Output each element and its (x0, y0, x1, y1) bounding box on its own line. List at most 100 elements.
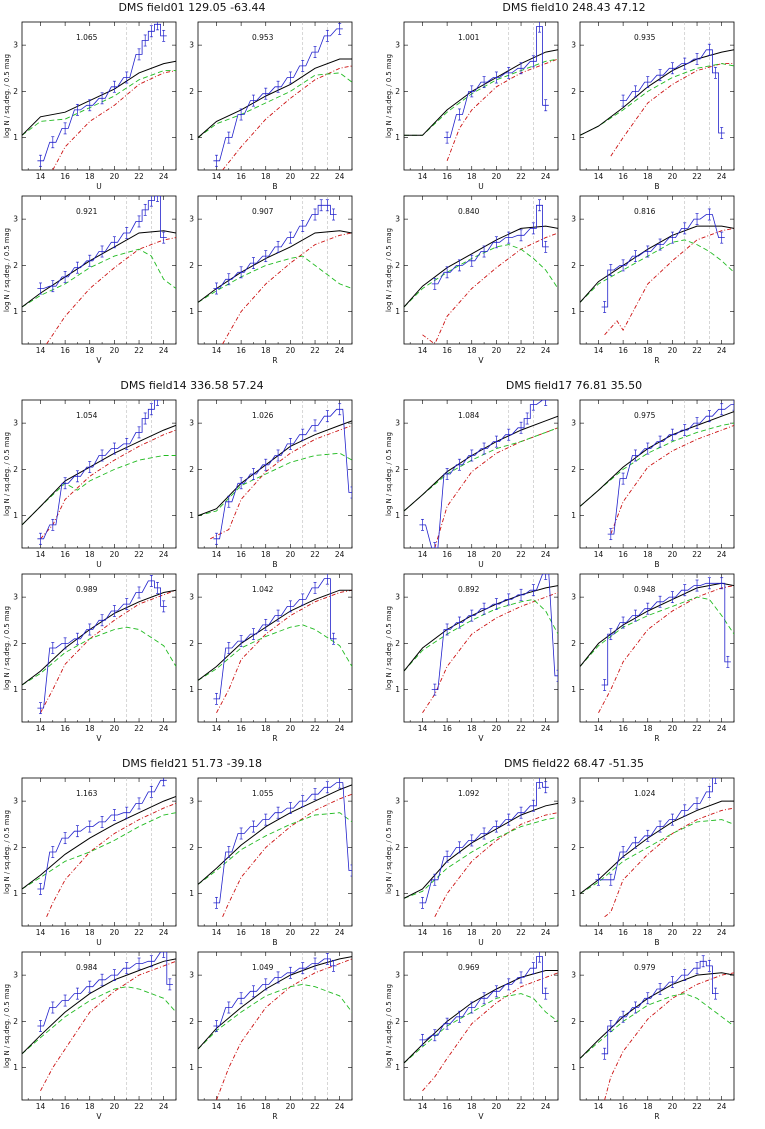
y-tick-label: 2 (571, 87, 576, 96)
x-tick-label: 16 (236, 346, 246, 355)
x-tick-label: 22 (692, 550, 702, 559)
observed-counts-line (601, 960, 719, 1055)
x-tick-label: 16 (618, 346, 628, 355)
x-tick-label: 14 (212, 724, 222, 733)
x-tick-label: 14 (594, 1102, 604, 1111)
x-tick-label: 22 (692, 928, 702, 937)
y-axis-label: log N / sq.deg. / 0.5 mag (385, 432, 393, 516)
plot-frame (21, 399, 177, 549)
x-tick-label: 16 (236, 172, 246, 181)
scale-ratio-label: 1.163 (76, 789, 98, 798)
scale-ratio-label: 0.935 (634, 33, 656, 42)
plot-frame (197, 399, 353, 549)
y-tick-label: 3 (189, 971, 194, 980)
x-tick-label: 16 (618, 724, 628, 733)
observed-counts-line (213, 204, 337, 289)
model-green-line (404, 816, 558, 899)
panel-b: 14 16 18 20 22 24 1 2 3 B 0.935 (571, 21, 735, 191)
y-tick-label: 3 (395, 593, 400, 602)
y-tick-label: 1 (189, 889, 194, 898)
y-tick-label: 3 (13, 215, 18, 224)
y-tick-label: 2 (189, 87, 194, 96)
x-tick-label: 18 (643, 172, 653, 181)
model-red-line (40, 589, 176, 714)
model-green-line (198, 812, 352, 885)
y-tick-label: 2 (571, 261, 576, 270)
model-green-line (22, 248, 176, 308)
plot-frame (21, 195, 177, 345)
model-red-line (222, 65, 352, 170)
panel-r: 14 16 18 20 22 24 1 2 3 R 0.948 (571, 573, 735, 743)
x-axis-label: V (96, 1112, 102, 1121)
plot-area (198, 953, 352, 1100)
x-tick-label: 20 (110, 1102, 120, 1111)
x-tick-label: 18 (85, 1102, 95, 1111)
x-axis-label: U (478, 182, 484, 191)
x-tick-label: 20 (110, 928, 120, 937)
x-axis-label: R (272, 1112, 277, 1121)
x-axis-label: B (654, 938, 659, 947)
y-tick-label: 3 (395, 797, 400, 806)
x-tick-label: 22 (516, 550, 526, 559)
x-tick-label: 14 (594, 172, 604, 181)
scale-ratio-label: 0.969 (458, 963, 480, 972)
plot-frame (403, 399, 559, 549)
plot-frame (579, 399, 735, 549)
x-tick-label: 20 (492, 928, 502, 937)
panel-b: 14 16 18 20 22 24 1 2 3 B 0.953 (189, 21, 353, 191)
y-tick-label: 3 (189, 419, 194, 428)
x-axis-label: V (96, 356, 102, 365)
x-tick-label: 18 (643, 928, 653, 937)
model-red-line (216, 589, 352, 714)
x-tick-label: 14 (36, 724, 46, 733)
x-tick-label: 14 (594, 346, 604, 355)
y-tick-label: 1 (571, 685, 576, 694)
plot-area (198, 778, 352, 917)
plot-area (580, 208, 734, 336)
x-tick-label: 22 (134, 1102, 144, 1111)
x-axis-label: U (96, 182, 102, 191)
y-tick-label: 1 (571, 511, 576, 520)
model-green-line (198, 72, 352, 138)
plot-area (404, 22, 558, 161)
x-tick-label: 22 (134, 346, 144, 355)
plot-frame (403, 573, 559, 723)
plot-area (580, 577, 734, 714)
x-tick-label: 14 (594, 550, 604, 559)
y-tick-label: 2 (395, 639, 400, 648)
y-tick-label: 1 (189, 685, 194, 694)
x-tick-label: 22 (692, 172, 702, 181)
x-tick-label: 24 (541, 724, 551, 733)
x-tick-label: 22 (692, 724, 702, 733)
x-tick-label: 24 (335, 550, 345, 559)
plot-area (404, 574, 558, 714)
scale-ratio-label: 0.948 (634, 585, 656, 594)
x-axis-label: U (96, 560, 102, 569)
y-tick-label: 2 (395, 465, 400, 474)
x-tick-label: 16 (442, 172, 452, 181)
plot-area (198, 199, 352, 344)
y-tick-label: 2 (13, 1017, 18, 1026)
x-tick-label: 14 (418, 724, 428, 733)
y-tick-label: 3 (13, 593, 18, 602)
scale-ratio-label: 0.989 (76, 585, 98, 594)
panel-b: 14 16 18 20 22 24 1 2 3 B 1.055 (189, 777, 353, 947)
model-green-line (580, 819, 734, 894)
x-tick-label: 24 (159, 550, 169, 559)
x-tick-label: 18 (467, 172, 477, 181)
x-tick-label: 16 (60, 346, 70, 355)
panel-r: 14 16 18 20 22 24 1 2 3 R 0.907 (189, 195, 353, 365)
model-green-line (22, 455, 176, 526)
y-tick-label: 2 (13, 843, 18, 852)
model-red-line (40, 960, 176, 1092)
y-tick-label: 3 (395, 419, 400, 428)
y-tick-label: 2 (189, 639, 194, 648)
x-tick-label: 24 (541, 1102, 551, 1111)
y-tick-label: 3 (13, 797, 18, 806)
scale-ratio-label: 1.092 (458, 789, 480, 798)
observed-counts-line (37, 580, 167, 709)
y-tick-label: 2 (571, 843, 576, 852)
plot-frame (579, 777, 735, 927)
x-tick-label: 24 (335, 928, 345, 937)
